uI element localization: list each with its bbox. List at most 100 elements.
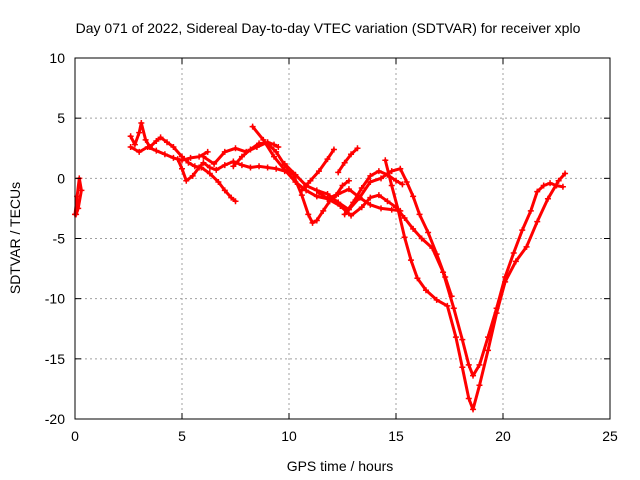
data-point (326, 196, 333, 203)
data-point (238, 153, 245, 160)
data-point (337, 203, 344, 210)
data-point (153, 147, 160, 154)
series-group (72, 119, 569, 413)
data-point (221, 148, 228, 155)
data-point (153, 138, 160, 145)
series-line (336, 146, 359, 174)
x-tick-label: 20 (495, 428, 511, 444)
data-point (324, 190, 331, 197)
data-point (179, 165, 185, 172)
data-point (335, 169, 342, 176)
data-point (493, 310, 500, 317)
data-point (502, 278, 509, 285)
data-point (544, 195, 551, 202)
data-point (354, 145, 361, 152)
data-point (131, 141, 138, 148)
data-point (136, 148, 143, 155)
data-point (136, 129, 143, 136)
data-point (559, 183, 566, 190)
data-point (179, 157, 185, 164)
x-tick-label: 5 (178, 428, 186, 444)
data-point (444, 302, 451, 309)
series-arc-1 (72, 175, 85, 218)
y-tick-label: -10 (45, 291, 65, 307)
data-point (264, 164, 271, 171)
data-point (315, 168, 322, 175)
data-point (465, 395, 472, 402)
data-point (78, 187, 85, 194)
data-point (273, 148, 280, 155)
data-point (161, 151, 168, 158)
data-point (523, 243, 530, 250)
data-point (378, 175, 385, 182)
x-tick-label: 25 (602, 428, 618, 444)
data-point (330, 146, 337, 153)
data-point (459, 364, 466, 371)
data-point (189, 172, 196, 179)
data-point (324, 156, 331, 163)
data-point (206, 164, 213, 171)
data-point (320, 207, 327, 214)
data-point (367, 194, 374, 201)
y-tick-label: 0 (57, 170, 65, 186)
data-point (170, 144, 177, 151)
data-point (191, 163, 198, 170)
data-point (275, 144, 282, 151)
x-tick-label: 15 (388, 428, 404, 444)
data-point (170, 154, 177, 161)
data-point (450, 305, 457, 312)
y-tick-label: -20 (45, 411, 65, 427)
data-point (358, 204, 365, 211)
data-point (281, 166, 288, 173)
series-line (129, 145, 210, 162)
data-point (476, 361, 483, 368)
data-point (313, 217, 320, 224)
data-point (281, 160, 288, 167)
series-arc-2 (127, 119, 239, 205)
series-arc-10 (315, 180, 566, 379)
x-axis-title: GPS time / hours (287, 458, 394, 474)
data-point (555, 177, 562, 184)
data-point (271, 153, 278, 160)
chart-title: Day 071 of 2022, Sidereal Day-to-day VTE… (76, 20, 581, 36)
data-point (512, 258, 519, 265)
data-point (358, 184, 365, 191)
data-point (410, 193, 417, 200)
data-point (382, 157, 389, 164)
data-point (341, 211, 348, 218)
data-point (211, 160, 218, 167)
data-point (144, 144, 151, 151)
series-arc-3 (127, 144, 211, 164)
series-arc-4 (174, 156, 297, 184)
data-point (164, 139, 171, 146)
data-point (127, 133, 134, 140)
series-arc-6 (230, 140, 352, 226)
series-arc-13 (382, 157, 569, 413)
data-point (232, 198, 239, 205)
data-point (221, 187, 228, 194)
data-point (335, 190, 342, 197)
data-point (395, 206, 402, 213)
series-arc-9 (298, 146, 337, 194)
data-point (367, 201, 374, 208)
data-point (313, 193, 320, 200)
data-point (221, 162, 228, 169)
data-point (309, 219, 316, 226)
data-point (348, 212, 355, 219)
data-point (476, 382, 483, 389)
data-point (433, 296, 440, 303)
data-point (75, 205, 82, 212)
data-point (200, 159, 207, 166)
data-point (414, 275, 421, 282)
data-point (256, 163, 263, 170)
data-point (425, 229, 432, 236)
data-point (305, 211, 312, 218)
data-point (292, 171, 299, 178)
data-point (375, 192, 382, 199)
series-arc-8 (281, 160, 455, 300)
data-point (307, 177, 314, 184)
axis-ticks: 0 5 10 15 20 25 -20 -15 -10 -5 0 5 10 (45, 50, 618, 444)
data-point (429, 245, 436, 252)
data-point (215, 178, 222, 185)
